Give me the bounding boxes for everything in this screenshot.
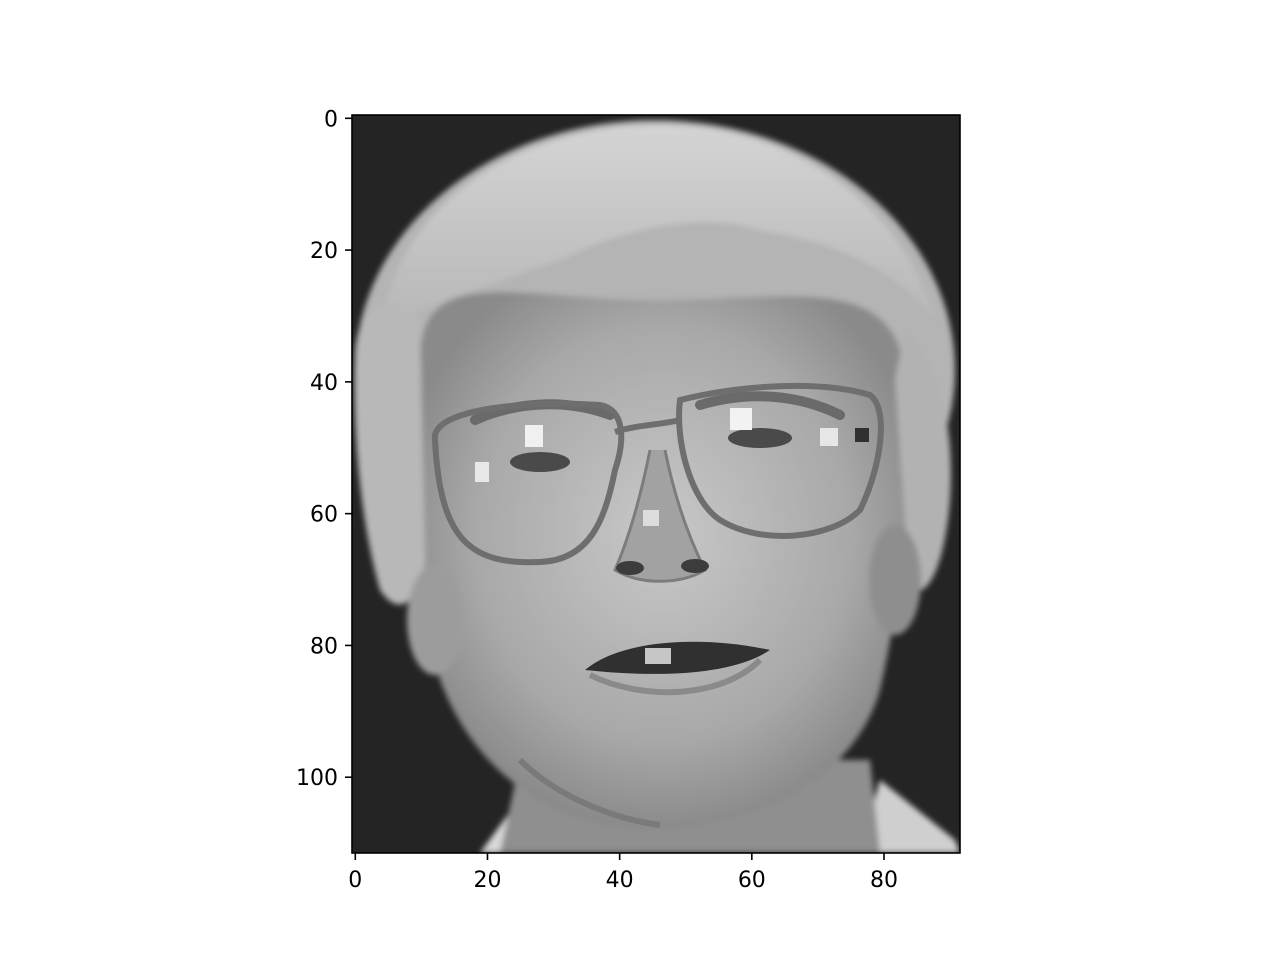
y-tick-label: 0	[324, 107, 338, 132]
y-tick-label: 40	[310, 371, 338, 396]
y-tick-label: 20	[310, 239, 338, 264]
x-tick-label: 0	[348, 868, 362, 893]
x-axis-ticks: 0 20 40 60 80	[348, 853, 898, 893]
face-portrait-image	[352, 115, 960, 853]
y-tick-label: 100	[296, 766, 338, 791]
x-tick-label: 20	[473, 868, 501, 893]
x-tick-label: 80	[870, 868, 898, 893]
x-tick-label: 60	[738, 868, 766, 893]
axes-frame	[351, 114, 961, 854]
y-tick-label: 60	[310, 503, 338, 528]
x-tick-label: 40	[606, 868, 634, 893]
y-axis-ticks: 0 20 40 60 80 100	[296, 107, 352, 791]
y-tick-label: 80	[310, 634, 338, 659]
